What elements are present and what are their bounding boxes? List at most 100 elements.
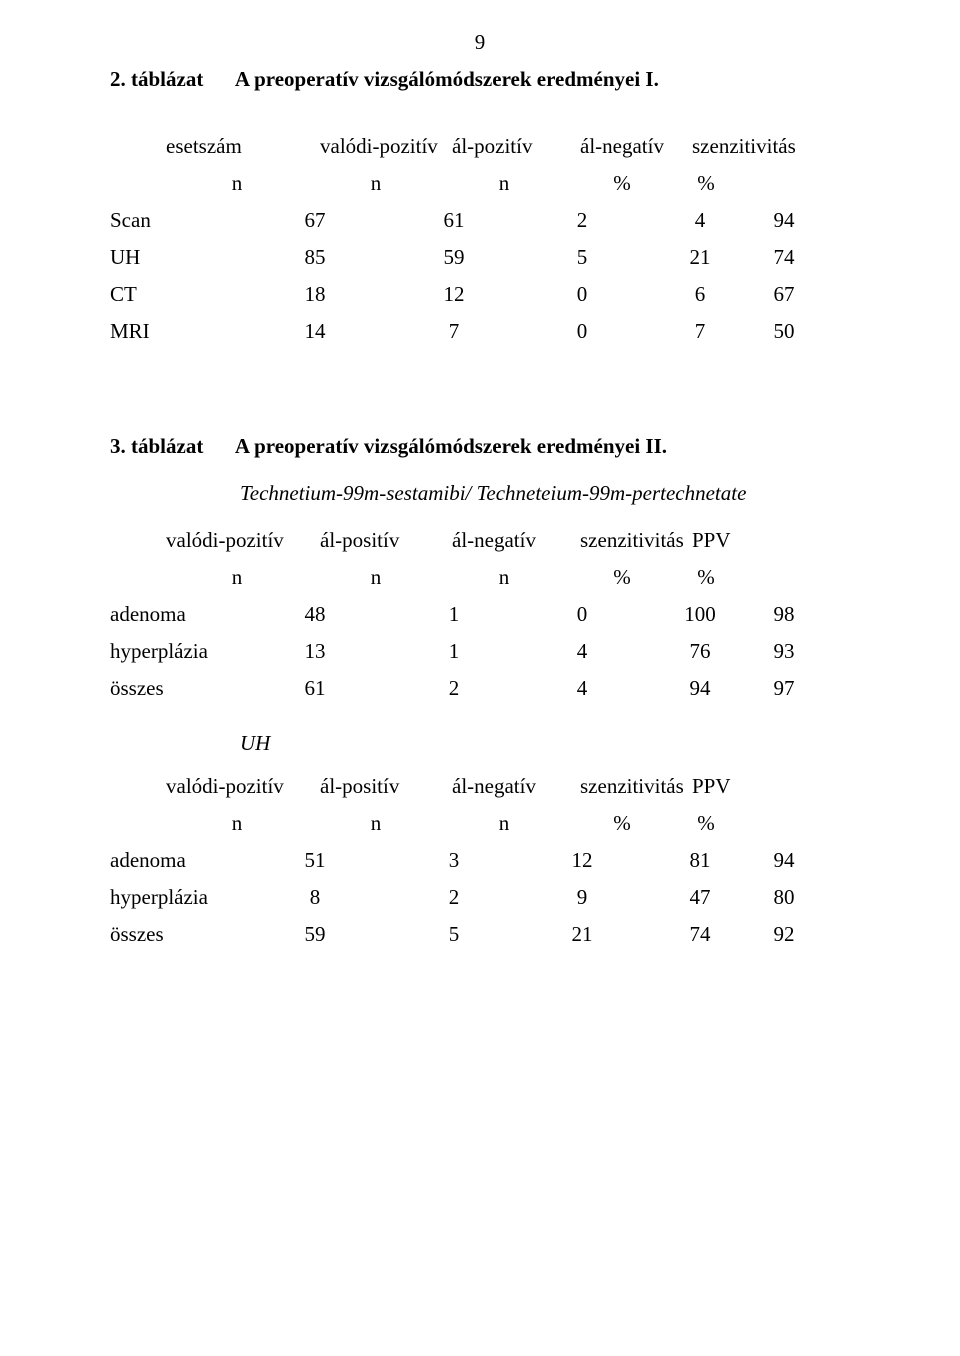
col-subheader: % <box>568 811 676 836</box>
cell: 100 <box>646 602 754 627</box>
col-header: ál-negatív <box>448 528 580 553</box>
col-header: valódi-pozitív <box>162 528 316 553</box>
col-header: PPV <box>688 774 752 799</box>
cell: 4 <box>518 676 646 701</box>
cell: 74 <box>646 922 754 947</box>
cell: 74 <box>754 245 814 270</box>
cell: 2 <box>518 208 646 233</box>
col-subheader: n <box>440 811 568 836</box>
cell: 59 <box>390 245 518 270</box>
table-row: MRI 14 7 0 7 50 <box>110 319 850 344</box>
row-label: hyperplázia <box>110 885 240 910</box>
cell: 61 <box>240 676 390 701</box>
table2b-header-row: valódi-pozitív ál-positív ál-negatív sze… <box>162 774 840 799</box>
table-row: összes 59 5 21 74 92 <box>110 922 850 947</box>
row-label: adenoma <box>110 848 240 873</box>
table2a-header-row: valódi-pozitív ál-positív ál-negatív sze… <box>162 528 840 553</box>
table-row: CT 18 12 0 6 67 <box>110 282 850 307</box>
table2-title-prefix: 3. táblázat <box>110 434 203 458</box>
cell: 4 <box>518 639 646 664</box>
col-subheader: n <box>312 565 440 590</box>
cell: 18 <box>240 282 390 307</box>
cell: 12 <box>518 848 646 873</box>
cell: 81 <box>646 848 754 873</box>
row-label: Scan <box>110 208 240 233</box>
col-subheader: n <box>162 171 312 196</box>
col-header: szenzitivitás <box>580 774 688 799</box>
cell: 48 <box>240 602 390 627</box>
cell: 67 <box>240 208 390 233</box>
cell: 85 <box>240 245 390 270</box>
table-row: hyperplázia 13 1 4 76 93 <box>110 639 850 664</box>
cell: 93 <box>754 639 814 664</box>
col-subheader: % <box>568 565 676 590</box>
table2a-subheader-row: n n n % % <box>162 565 840 590</box>
table-row: Scan 67 61 2 4 94 <box>110 208 850 233</box>
col-header: szenzitivitás <box>580 528 688 553</box>
col-subheader: % <box>676 811 736 836</box>
table-row: hyperplázia 8 2 9 47 80 <box>110 885 850 910</box>
cell: 4 <box>646 208 754 233</box>
cell: 0 <box>518 282 646 307</box>
row-label: MRI <box>110 319 240 344</box>
col-subheader: n <box>312 171 440 196</box>
cell: 21 <box>518 922 646 947</box>
row-label: összes <box>110 922 240 947</box>
col-subheader: n <box>440 565 568 590</box>
cell: 51 <box>240 848 390 873</box>
cell: 12 <box>390 282 518 307</box>
row-label: hyperplázia <box>110 639 240 664</box>
table2-title: 3. táblázat A preoperatív vizsgálómódsze… <box>110 434 850 459</box>
table1-title: 2. táblázat A preoperatív vizsgálómódsze… <box>110 67 850 92</box>
col-header: valódi-pozitív <box>162 774 316 799</box>
col-subheader: n <box>312 811 440 836</box>
cell: 9 <box>518 885 646 910</box>
cell: 92 <box>754 922 814 947</box>
cell: 1 <box>390 602 518 627</box>
uh-section-label: UH <box>110 731 850 756</box>
col-header: esetszám <box>162 134 316 159</box>
col-subheader: % <box>568 171 676 196</box>
table1-title-prefix: 2. táblázat <box>110 67 203 91</box>
col-header: PPV <box>688 528 752 553</box>
table2a-block: Technetium-99m-sestamibi/ Techneteium-99… <box>110 481 850 590</box>
table2-title-rest: A preoperatív vizsgálómódszerek eredmény… <box>235 434 667 458</box>
cell: 21 <box>646 245 754 270</box>
cell: 5 <box>518 245 646 270</box>
col-subheader: n <box>440 171 568 196</box>
table-row: adenoma 48 1 0 100 98 <box>110 602 850 627</box>
cell: 59 <box>240 922 390 947</box>
col-subheader: n <box>162 811 312 836</box>
cell: 5 <box>390 922 518 947</box>
document-page: 9 2. táblázat A preoperatív vizsgálómóds… <box>0 0 960 1356</box>
cell: 0 <box>518 319 646 344</box>
cell: 94 <box>754 208 814 233</box>
cell: 2 <box>390 885 518 910</box>
cell: 98 <box>754 602 814 627</box>
table1-subheader-row: n n n % % <box>162 171 840 196</box>
cell: 14 <box>240 319 390 344</box>
cell: 13 <box>240 639 390 664</box>
table2-subtitle: Technetium-99m-sestamibi/ Techneteium-99… <box>162 481 840 506</box>
cell: 97 <box>754 676 814 701</box>
col-header: ál-positív <box>316 528 448 553</box>
cell: 3 <box>390 848 518 873</box>
table-row: összes 61 2 4 94 97 <box>110 676 850 701</box>
col-header: ál-pozitív <box>448 134 580 159</box>
cell: 61 <box>390 208 518 233</box>
cell: 47 <box>646 885 754 910</box>
cell: 7 <box>646 319 754 344</box>
cell: 6 <box>646 282 754 307</box>
page-number: 9 <box>110 30 850 55</box>
col-subheader: % <box>676 171 736 196</box>
cell: 7 <box>390 319 518 344</box>
cell: 67 <box>754 282 814 307</box>
cell: 2 <box>390 676 518 701</box>
cell: 0 <box>518 602 646 627</box>
col-header: valódi-pozitív <box>316 134 448 159</box>
cell: 94 <box>646 676 754 701</box>
cell: 76 <box>646 639 754 664</box>
cell: 80 <box>754 885 814 910</box>
row-label: összes <box>110 676 240 701</box>
cell: 8 <box>240 885 390 910</box>
